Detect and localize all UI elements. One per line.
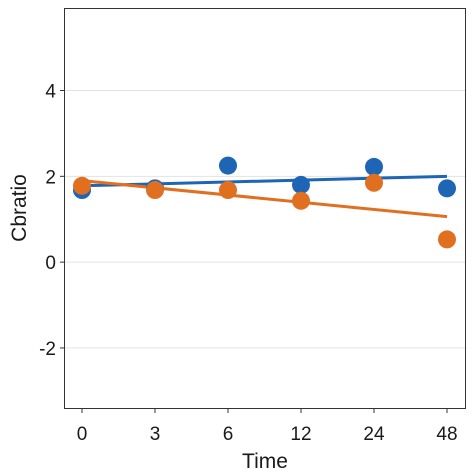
- x-tick-label: 12: [290, 424, 311, 445]
- y-tick-label: 2: [45, 167, 56, 188]
- data-point-series-2: [146, 181, 164, 200]
- data-point-series-2: [365, 173, 383, 192]
- x-tick-label: 6: [223, 424, 234, 445]
- y-tick-label: 4: [45, 82, 56, 103]
- data-point-series-2: [438, 230, 456, 249]
- gridlines: [65, 90, 465, 349]
- trend-lines: [81, 174, 448, 219]
- x-tick-label: 3: [150, 424, 161, 445]
- data-points: [73, 156, 456, 249]
- y-tick-label: 0: [45, 253, 56, 274]
- data-point-series-2: [73, 176, 91, 195]
- plot-panel-border: [64, 8, 466, 409]
- data-point-series-2: [219, 181, 237, 200]
- data-point-series-1: [438, 179, 456, 198]
- x-axis: 0 3 6 12 24 48: [77, 408, 458, 445]
- x-tick-label: 24: [363, 424, 385, 445]
- trend-line-series-2: [81, 179, 448, 219]
- x-axis-title: Time: [242, 450, 288, 473]
- trend-line-series-1: [81, 174, 448, 188]
- data-point-series-1: [292, 175, 310, 194]
- data-point-series-1: [365, 157, 383, 176]
- data-point-series-2: [292, 191, 310, 210]
- x-tick-label: 48: [436, 424, 457, 445]
- y-axis-title: Cbratio: [8, 174, 31, 242]
- data-point-series-1: [219, 156, 237, 175]
- x-tick-label: 0: [77, 424, 88, 445]
- y-axis: -2 0 2 4: [39, 82, 65, 360]
- y-tick-label: -2: [39, 339, 56, 360]
